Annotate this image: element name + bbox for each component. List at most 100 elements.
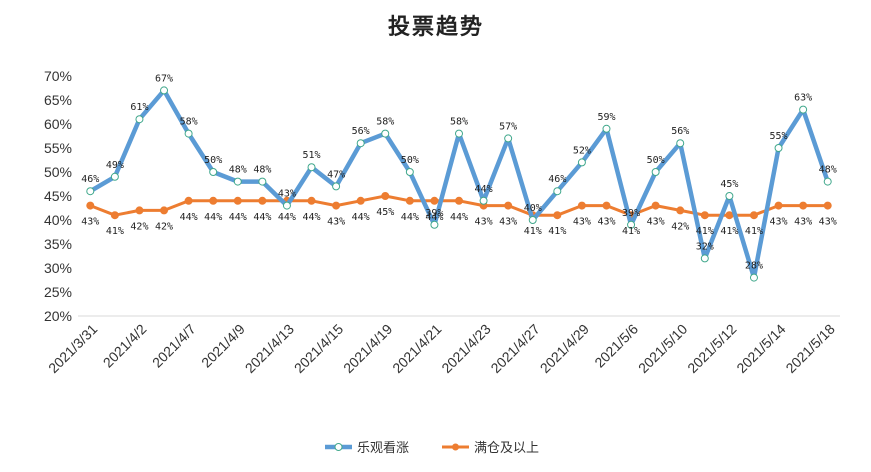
series-point-full-position bbox=[553, 211, 562, 220]
data-label-bullish: 40% bbox=[524, 203, 542, 214]
data-label-bullish: 50% bbox=[401, 155, 419, 166]
legend: 乐观看涨 满仓及以上 bbox=[325, 440, 539, 456]
series-point-full-position bbox=[504, 201, 513, 210]
data-label-bullish: 39% bbox=[622, 208, 640, 219]
data-label-full-position: 43% bbox=[81, 217, 99, 228]
data-label-full-position: 41% bbox=[106, 226, 124, 237]
data-label-full-position: 42% bbox=[671, 221, 689, 232]
series-point-full-position bbox=[160, 206, 169, 215]
x-tick-label: 2021/4/23 bbox=[438, 321, 494, 377]
series-point-full-position bbox=[307, 196, 316, 205]
data-label-bullish: 58% bbox=[180, 117, 198, 128]
y-tick-label: 55% bbox=[44, 140, 72, 156]
x-tick-label: 2021/4/9 bbox=[198, 321, 248, 371]
data-label-bullish: 52% bbox=[573, 145, 591, 156]
data-label-bullish: 61% bbox=[130, 102, 148, 113]
series-point-full-position bbox=[749, 211, 758, 220]
series-point-full-position bbox=[700, 211, 709, 220]
data-label-full-position: 43% bbox=[819, 217, 837, 228]
data-label-full-position: 43% bbox=[475, 217, 493, 228]
series-point-bullish bbox=[184, 129, 193, 138]
data-label-bullish: 58% bbox=[376, 117, 394, 128]
x-tick-label: 2021/5/18 bbox=[782, 321, 838, 377]
x-tick-label: 2021/4/19 bbox=[340, 321, 396, 377]
y-tick-label: 40% bbox=[44, 212, 72, 228]
data-label-bullish: 56% bbox=[671, 126, 689, 137]
series-point-bullish bbox=[430, 220, 439, 229]
series-point-full-position bbox=[233, 196, 242, 205]
series-point-full-position bbox=[86, 201, 95, 210]
series-point-full-position bbox=[676, 206, 685, 215]
series-point-bullish bbox=[725, 192, 734, 200]
series-lines bbox=[86, 86, 832, 282]
series-point-bullish bbox=[774, 144, 783, 152]
data-label-full-position: 43% bbox=[794, 217, 812, 228]
data-label-full-position: 41% bbox=[622, 226, 640, 237]
legend-label-bullish: 乐观看涨 bbox=[357, 440, 409, 456]
data-label-bullish: 56% bbox=[352, 126, 370, 137]
data-label-bullish: 43% bbox=[278, 189, 296, 200]
series-point-bullish bbox=[160, 86, 169, 95]
data-label-full-position: 43% bbox=[327, 217, 345, 228]
series-point-bullish bbox=[553, 187, 562, 196]
series-point-full-position bbox=[356, 196, 365, 205]
series-point-bullish bbox=[627, 220, 636, 229]
y-tick-label: 30% bbox=[44, 260, 72, 276]
series-point-bullish bbox=[749, 273, 758, 282]
data-label-bullish: 48% bbox=[229, 165, 247, 176]
data-label-full-position: 44% bbox=[180, 212, 198, 223]
series-point-bullish bbox=[356, 139, 365, 148]
series-point-bullish bbox=[332, 182, 341, 191]
data-labels: 46% 49% 61% 67% 58% 50% 48% 48% 43% 51% 47% 56% 58% 5… bbox=[81, 73, 836, 271]
data-label-full-position: 43% bbox=[597, 217, 615, 228]
data-label-bullish: 49% bbox=[106, 160, 124, 171]
data-label-full-position: 41% bbox=[696, 226, 714, 237]
series-point-full-position bbox=[725, 211, 734, 220]
series-point-full-position bbox=[135, 206, 144, 215]
data-label-full-position: 44% bbox=[229, 212, 247, 223]
series-point-bullish bbox=[233, 177, 242, 186]
series-point-bullish bbox=[455, 129, 463, 138]
y-tick-label: 50% bbox=[44, 164, 72, 180]
data-label-bullish: 59% bbox=[597, 112, 615, 123]
data-label-bullish: 57% bbox=[499, 121, 517, 132]
data-label-bullish: 46% bbox=[81, 174, 99, 185]
data-label-full-position: 43% bbox=[647, 217, 665, 228]
data-label-bullish: 47% bbox=[327, 169, 345, 180]
data-label-full-position: 42% bbox=[155, 221, 173, 232]
y-tick-label: 65% bbox=[44, 92, 72, 108]
legend-marker-full-position bbox=[452, 443, 459, 451]
series-point-full-position bbox=[799, 201, 808, 210]
data-label-bullish: 67% bbox=[155, 73, 173, 84]
data-label-bullish: 50% bbox=[204, 155, 222, 166]
series-point-full-position bbox=[430, 196, 439, 205]
data-label-full-position: 41% bbox=[548, 226, 566, 237]
series-point-full-position bbox=[184, 196, 193, 205]
legend-label-full-position: 满仓及以上 bbox=[474, 441, 539, 456]
series-point-bullish bbox=[135, 115, 144, 124]
data-label-bullish: 32% bbox=[696, 241, 714, 252]
x-tick-label: 2021/4/7 bbox=[149, 321, 199, 371]
series-point-bullish bbox=[110, 172, 119, 181]
y-tick-label: 35% bbox=[44, 236, 72, 252]
series-point-bullish bbox=[651, 168, 660, 176]
data-label-full-position: 44% bbox=[450, 212, 468, 223]
x-tick-label: 2021/4/15 bbox=[291, 321, 347, 377]
data-label-full-position: 41% bbox=[720, 226, 738, 237]
series-point-full-position bbox=[405, 196, 414, 205]
x-tick-label: 2021/5/6 bbox=[591, 321, 641, 371]
y-tick-label: 25% bbox=[44, 284, 72, 300]
series-point-bullish bbox=[209, 168, 218, 176]
chart-title: 投票趋势 bbox=[388, 14, 484, 40]
data-label-full-position: 42% bbox=[130, 221, 148, 232]
series-point-bullish bbox=[504, 134, 513, 143]
data-label-bullish: 63% bbox=[794, 93, 812, 104]
series-point-bullish bbox=[700, 254, 709, 263]
data-label-full-position: 41% bbox=[745, 226, 763, 237]
series-point-bullish bbox=[602, 124, 611, 133]
data-label-bullish: 50% bbox=[647, 155, 665, 166]
data-label-bullish: 46% bbox=[548, 174, 566, 185]
series-point-full-position bbox=[823, 201, 832, 210]
data-label-bullish: 51% bbox=[302, 150, 320, 161]
